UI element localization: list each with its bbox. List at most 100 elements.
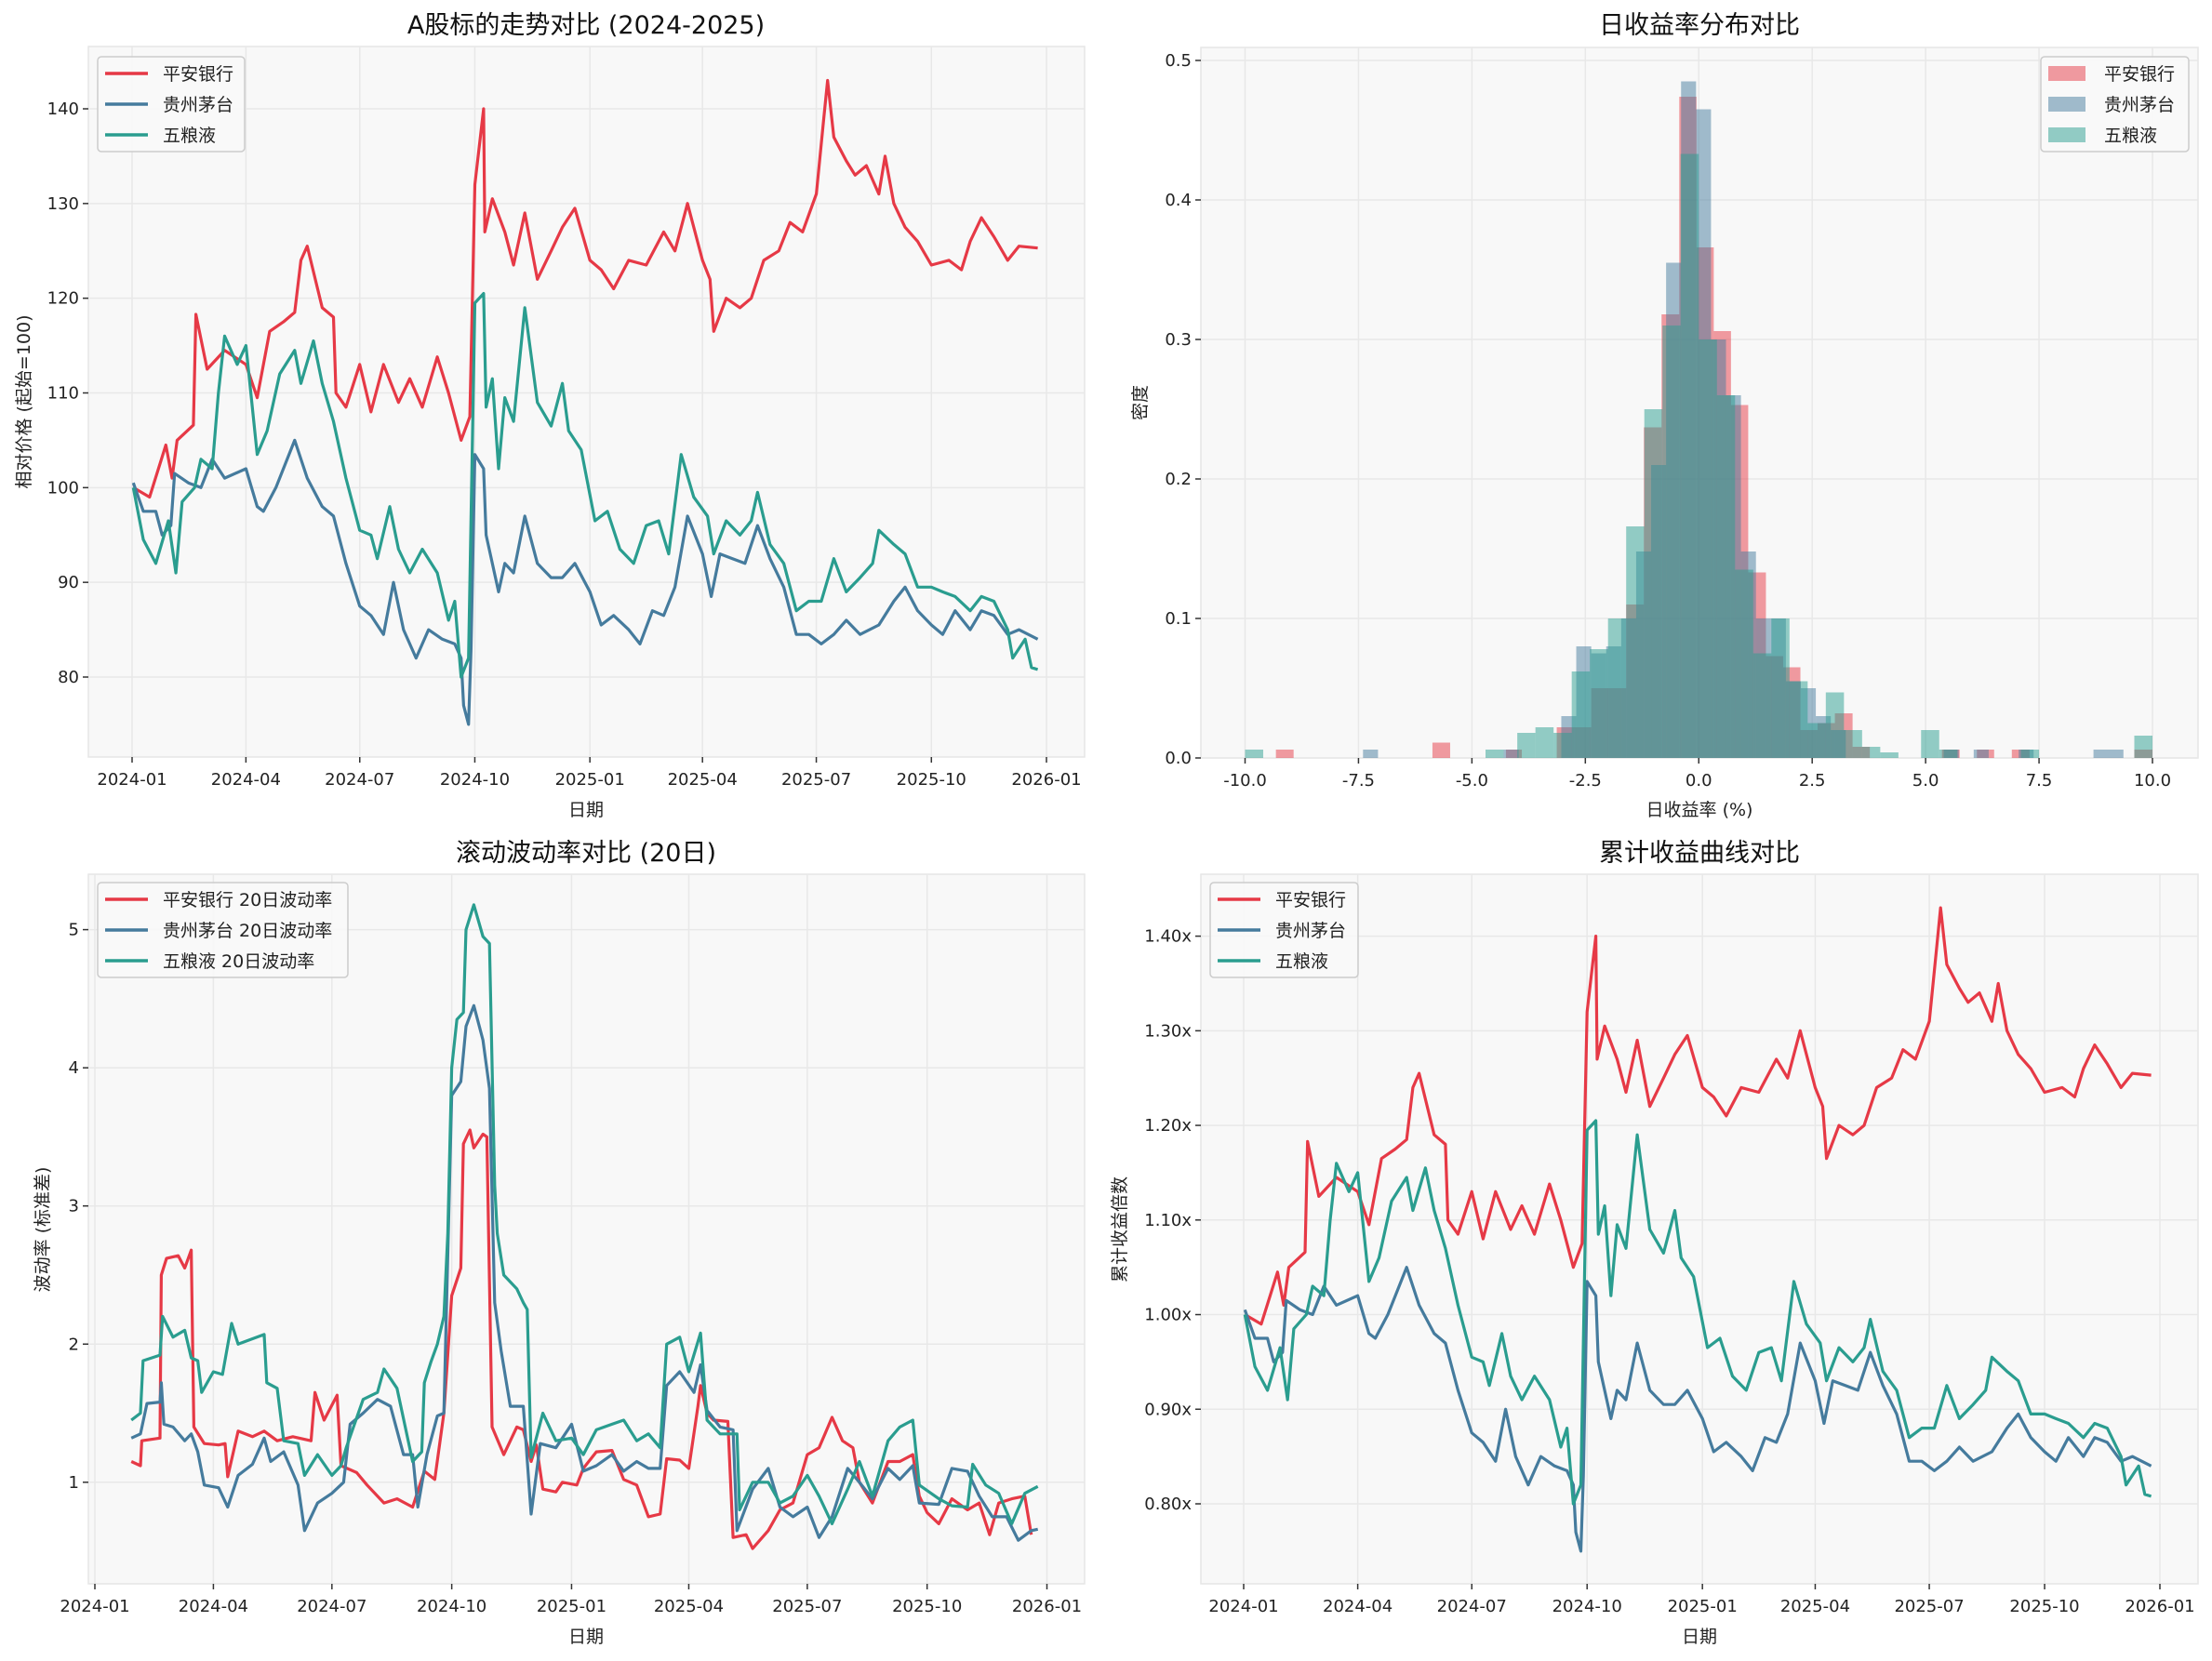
- x-tick-label: 2024-07: [1437, 1597, 1507, 1616]
- y-tick-label: 3: [69, 1197, 79, 1216]
- y-tick-label: 1.20x: [1144, 1116, 1192, 1136]
- x-axis-label: 日期: [568, 1627, 604, 1647]
- y-tick-label: 130: [47, 194, 79, 214]
- histogram-bar: [1921, 730, 1939, 758]
- legend-label: 贵州茅台: [163, 95, 233, 115]
- legend-item: 五粮液 20日波动率: [105, 951, 314, 972]
- histogram-bar: [1363, 750, 1379, 758]
- x-tick-label: 5.0: [1912, 771, 1939, 791]
- series-平安银行-line: [132, 78, 1038, 499]
- panel-title: 滚动波动率对比 (20日): [456, 839, 716, 868]
- x-tick-label: -7.5: [1342, 771, 1375, 791]
- y-tick-label: 0.1: [1165, 609, 1192, 629]
- series-贵州茅台-line: [131, 438, 1039, 726]
- legend-frame: [1209, 882, 1359, 978]
- y-tick-label: 1.10x: [1144, 1211, 1192, 1230]
- x-tick-label: 2024-07: [325, 770, 394, 790]
- rolling-volatility-panel: 滚动波动率对比 (20日) 日期 波动率 (标准差) 1 2 3 4 5 2024-01 2…: [33, 839, 1086, 1647]
- x-tick-label: -2.5: [1569, 771, 1602, 791]
- histogram-bar: [1716, 395, 1736, 758]
- x-tick-label: 2025-04: [1780, 1597, 1850, 1616]
- legend-label: 五粮液: [2104, 126, 2157, 146]
- legend-item: 贵州茅台 20日波动率: [105, 921, 332, 941]
- x-tick-label: 2024-01: [1208, 1597, 1278, 1616]
- y-tick-label: 0.2: [1165, 470, 1192, 489]
- x-tick-label: 2024-10: [417, 1597, 486, 1616]
- histogram-bar: [1861, 747, 1881, 758]
- histogram-bar: [1789, 681, 1808, 758]
- series-贵州茅台-line: [1243, 1266, 2152, 1553]
- y-tick-label: 140: [47, 100, 79, 119]
- y-tick-label: 1.00x: [1144, 1306, 1192, 1325]
- y-tick-label: 100: [47, 478, 79, 498]
- histogram-bar: [1275, 750, 1294, 758]
- histogram-bar: [1553, 733, 1572, 758]
- legend-item: 平安银行: [1218, 890, 1346, 910]
- y-tick-label: 0.80x: [1144, 1495, 1192, 1514]
- x-tick-label: 2025-10: [897, 770, 966, 790]
- legend-item: 贵州茅台: [2048, 95, 2175, 115]
- legend-item: 五粮液: [2048, 126, 2157, 146]
- histogram-bar: [1680, 153, 1699, 758]
- x-tick-label: 2025-04: [668, 770, 738, 790]
- legend-frame: [97, 56, 246, 153]
- histogram-bar: [1626, 526, 1645, 758]
- histogram-bar: [1571, 671, 1591, 758]
- return-histogram-panel: 日收益率分布对比 日收益率 (%) 密度 0.0 0.1 0.2 0.3 0.4 0.5 -…: [1130, 11, 2199, 820]
- x-tick-label: 2024-10: [440, 770, 510, 790]
- series-五粮液: [1245, 153, 2152, 758]
- legend-item: 平安银行: [2048, 64, 2175, 85]
- histogram-bar: [1607, 618, 1627, 758]
- x-tick-label: 2024-10: [1552, 1597, 1622, 1616]
- legend-label: 平安银行: [2104, 64, 2175, 85]
- y-tick-label: 80: [58, 668, 79, 687]
- y-axis-label: 相对价格 (起始=100): [14, 314, 34, 488]
- y-axis-label: 累计收益倍数: [1110, 1176, 1130, 1282]
- x-tick-label: 2025-10: [2009, 1597, 2079, 1616]
- y-tick-label: 1: [69, 1473, 79, 1493]
- series-五粮液-line: [131, 292, 1039, 679]
- y-axis-label: 密度: [1130, 385, 1151, 420]
- legend-label: 五粮液 20日波动率: [163, 951, 314, 972]
- histogram-bar: [2134, 736, 2152, 758]
- y-tick-label: 90: [58, 573, 79, 592]
- series-贵州茅台-20日波动率-line: [130, 1003, 1039, 1542]
- legend-item: 贵州茅台: [1218, 921, 1346, 941]
- y-tick-label: 0.90x: [1144, 1400, 1192, 1419]
- legend-item: 平安银行 20日波动率: [105, 890, 332, 910]
- panel-title: 累计收益曲线对比: [1599, 839, 1800, 868]
- x-tick-label: -10.0: [1223, 771, 1267, 791]
- x-tick-label: 2025-01: [555, 770, 625, 790]
- cumulative-return-panel: 累计收益曲线对比 日期 累计收益倍数 0.80x 0.90x 1.00x 1.10x 1…: [1110, 839, 2199, 1647]
- histogram-bar: [1590, 649, 1608, 758]
- series-五粮液-20日波动率-line: [130, 903, 1039, 1526]
- legend-item: 平安银行: [105, 64, 233, 85]
- legend-label: 五粮液: [163, 126, 216, 146]
- x-tick-label: 2025-07: [772, 1597, 842, 1616]
- histogram-bar: [1825, 692, 1845, 758]
- y-axis-label: 波动率 (标准差): [33, 1167, 53, 1293]
- histogram-bar: [1535, 727, 1554, 758]
- price-trend-panel: A股标的走势对比 (2024-2025) 日期 相对价格 (起始=100) 80…: [14, 11, 1086, 820]
- legend-label: 贵州茅台: [2104, 95, 2175, 115]
- y-tick-label: 4: [69, 1058, 79, 1078]
- x-tick-label: 2026-01: [1011, 770, 1081, 790]
- legend-label: 平安银行: [163, 64, 233, 85]
- x-tick-label: 2025-07: [1894, 1597, 1964, 1616]
- x-tick-label: 2026-01: [1012, 1597, 1082, 1616]
- histogram-bar: [1503, 750, 1519, 758]
- legend-label: 五粮液: [1275, 951, 1328, 972]
- legend-item: 五粮液: [105, 126, 216, 146]
- x-tick-label: 2025-01: [537, 1597, 606, 1616]
- x-tick-label: 2025-04: [654, 1597, 724, 1616]
- x-tick-label: 2024-07: [297, 1597, 366, 1616]
- y-tick-label: 1.40x: [1144, 927, 1192, 947]
- legend-item: 五粮液: [1218, 951, 1328, 972]
- x-tick-label: 2024-01: [60, 1597, 129, 1616]
- x-tick-label: 2.5: [1799, 771, 1826, 791]
